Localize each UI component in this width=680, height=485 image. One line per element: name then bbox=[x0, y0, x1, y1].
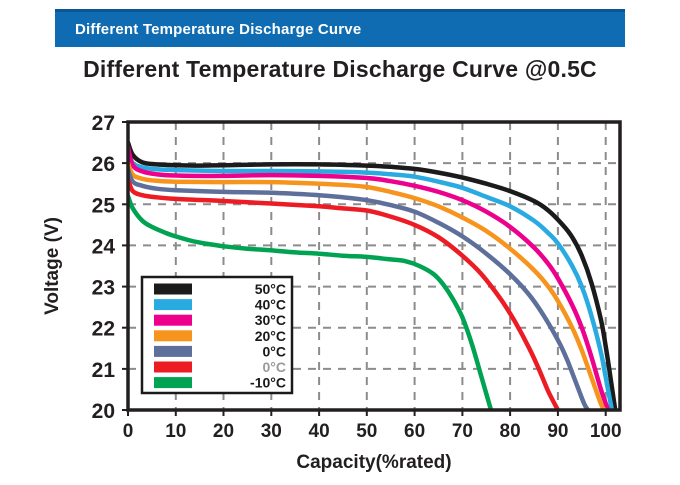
y-tick-label: 22 bbox=[92, 318, 115, 341]
legend-swatch-40C bbox=[154, 299, 192, 311]
legend-label: 50°C bbox=[255, 281, 286, 297]
curves bbox=[128, 140, 618, 410]
legend bbox=[140, 275, 294, 395]
discharge-chart-svg: 0 10 20 30 40 50 60 70 80 90 100 20 21 22 23 24 25 26 27 Ca… bbox=[42, 112, 622, 473]
y-tick-label: 24 bbox=[92, 235, 116, 258]
legend-label: 0°C bbox=[263, 343, 287, 359]
legend-label: 40°C bbox=[255, 297, 286, 313]
y-tick-label: 26 bbox=[92, 153, 115, 176]
curve-30C bbox=[128, 145, 611, 410]
y-axis-label: Voltage (V) bbox=[42, 217, 63, 315]
legend-swatch-50C bbox=[154, 283, 192, 295]
x-tick-label: 50 bbox=[356, 421, 377, 442]
legend-swatch-10C bbox=[154, 377, 192, 389]
discharge-chart: 0 10 20 30 40 50 60 70 80 90 100 20 21 22 23 24 25 26 27 Ca… bbox=[0, 100, 680, 485]
y-tick-label: 27 bbox=[92, 112, 115, 135]
legend-swatch-0C bbox=[154, 345, 192, 357]
curve-40C bbox=[128, 148, 615, 410]
x-tick-label: 0 bbox=[123, 421, 134, 442]
y-tick-label: 23 bbox=[92, 277, 115, 300]
x-axis-label: Capacity(%rated) bbox=[296, 452, 451, 473]
curve-0C bbox=[128, 167, 591, 410]
y-tick-label: 25 bbox=[92, 194, 116, 217]
legend-label: 20°C bbox=[255, 328, 286, 344]
x-tick-label: 80 bbox=[500, 421, 521, 442]
x-tick-label: 10 bbox=[165, 421, 186, 442]
header-banner: Different Temperature Discharge Curve bbox=[55, 9, 625, 47]
banner-title: Different Temperature Discharge Curve bbox=[75, 21, 362, 38]
y-tick-label: 21 bbox=[92, 359, 116, 382]
legend-swatch-30C bbox=[154, 314, 192, 326]
x-tick-label: 20 bbox=[213, 421, 234, 442]
curve-20C bbox=[128, 160, 607, 410]
y-tick-label: 20 bbox=[92, 400, 115, 423]
legend-label: 30°C bbox=[255, 312, 286, 328]
x-tick-label: 90 bbox=[547, 421, 568, 442]
curve-50C bbox=[128, 140, 618, 410]
axis-ticks bbox=[122, 121, 607, 416]
curve-10C bbox=[128, 193, 494, 410]
x-tick-label: 60 bbox=[404, 421, 425, 442]
legend-swatch-20C bbox=[154, 330, 192, 342]
plot-border bbox=[126, 120, 622, 412]
x-tick-label: 30 bbox=[261, 421, 282, 442]
chart-title: Different Temperature Discharge Curve @0… bbox=[83, 56, 597, 82]
legend-label: -10°C bbox=[250, 375, 286, 391]
curve-0C bbox=[128, 177, 561, 410]
x-tick-label: 40 bbox=[309, 421, 330, 442]
x-tick-label: 100 bbox=[590, 421, 622, 442]
x-tick-label: 70 bbox=[452, 421, 473, 442]
legend-label: 0°C bbox=[263, 359, 287, 375]
legend-swatch-0C bbox=[154, 361, 192, 373]
